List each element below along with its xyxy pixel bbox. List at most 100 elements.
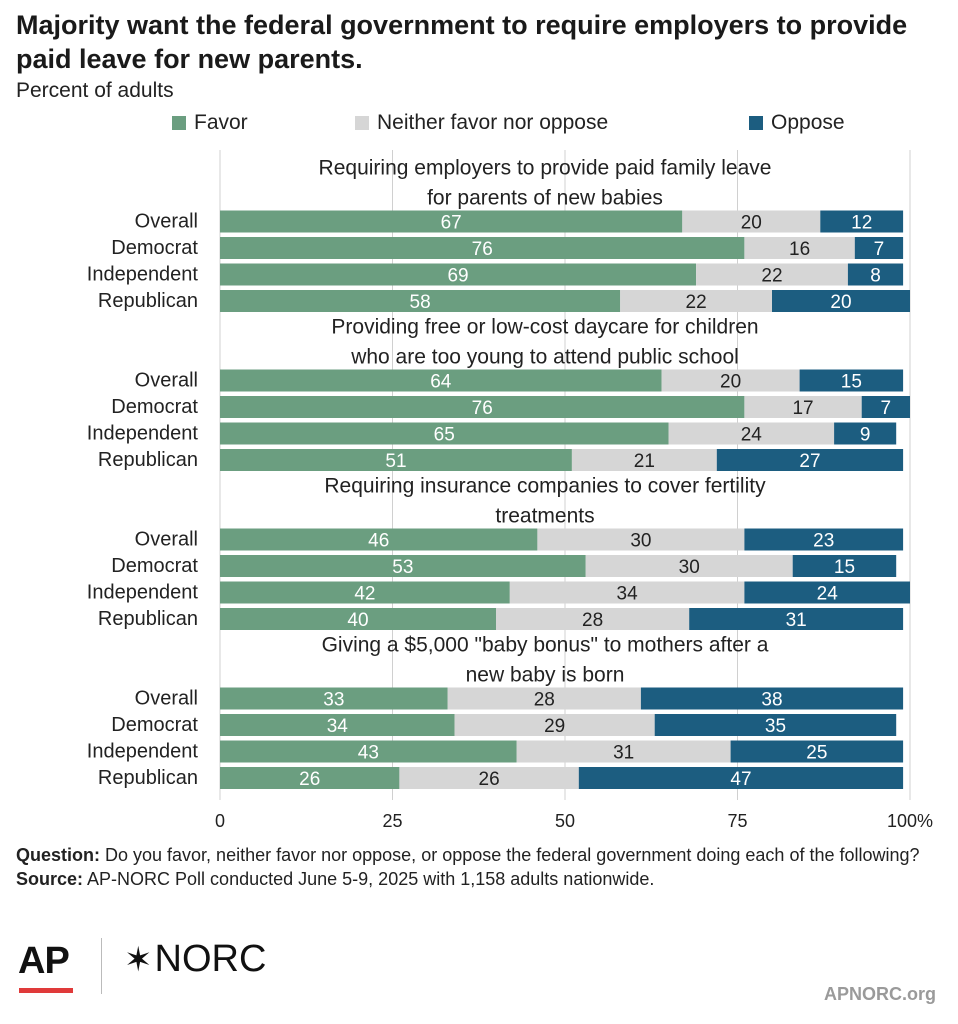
bar-segment — [220, 290, 621, 312]
data-label: 22 — [761, 266, 782, 287]
bar-segment — [399, 767, 579, 789]
bar-segment — [792, 555, 897, 577]
bar-segment — [696, 263, 848, 286]
data-label: 34 — [617, 584, 639, 605]
data-label: 7 — [881, 398, 892, 419]
x-tick-label: 50 — [555, 811, 575, 831]
data-label: 12 — [851, 213, 872, 234]
bar-segment — [847, 263, 904, 286]
data-label: 15 — [834, 557, 855, 578]
group-title: for parents of new babies — [427, 187, 663, 210]
question-note: Question: Do you favor, neither favor no… — [16, 843, 936, 867]
row-label: Republican — [98, 290, 198, 312]
row-label: Independent — [87, 423, 199, 445]
row-label: Democrat — [111, 714, 198, 736]
bar-segment — [682, 210, 821, 233]
bar-segment — [220, 555, 586, 577]
legend-label-favor: Favor — [194, 111, 248, 134]
x-tick-label: 0 — [215, 811, 225, 831]
data-label: 20 — [830, 292, 851, 313]
data-label: 16 — [789, 239, 810, 260]
bar-segment — [220, 687, 448, 710]
data-label: 40 — [347, 610, 368, 631]
logo-bar: AP ✶ NORC APNORC.org — [16, 936, 946, 1016]
row-label: Democrat — [111, 396, 198, 418]
bar-segment — [744, 396, 862, 418]
data-label: 30 — [679, 557, 700, 578]
group-title: Requiring employers to provide paid fami… — [319, 157, 772, 180]
bar-segment — [834, 422, 897, 445]
row-label: Overall — [135, 211, 198, 233]
data-label: 53 — [392, 557, 413, 578]
bar-segment — [220, 528, 538, 551]
data-label: 31 — [786, 610, 807, 631]
row-label: Independent — [87, 741, 199, 763]
question-label: Question: — [16, 845, 100, 865]
data-label: 65 — [434, 425, 455, 446]
source-note: Source: AP-NORC Poll conducted June 5-9,… — [16, 867, 936, 891]
bar-segment — [220, 714, 455, 736]
data-label: 64 — [430, 372, 452, 393]
group-title: new baby is born — [466, 664, 625, 687]
norc-logo: ✶ NORC — [124, 938, 266, 981]
bar-segment — [640, 687, 904, 710]
bar-segment — [744, 581, 910, 604]
data-label: 42 — [354, 584, 375, 605]
bar-segment — [661, 369, 800, 392]
logo-divider — [101, 938, 102, 994]
data-label: 34 — [327, 716, 349, 737]
data-label: 15 — [841, 372, 862, 393]
data-label: 51 — [385, 451, 406, 472]
bar-segment — [861, 396, 910, 418]
data-label: 76 — [472, 398, 493, 419]
question-text: Do you favor, neither favor nor oppose, … — [100, 845, 920, 865]
group-title: Requiring insurance companies to cover f… — [324, 475, 766, 498]
data-label: 26 — [299, 769, 320, 790]
site-url: APNORC.org — [824, 984, 936, 1004]
chart-subtitle: Percent of adults — [16, 79, 174, 102]
legend-item-oppose: Oppose — [749, 111, 845, 135]
bar-segment — [220, 581, 510, 604]
bar-segment — [585, 555, 793, 577]
legend-item-favor: Favor — [172, 111, 248, 135]
bar-segment — [716, 449, 904, 471]
bar-segment — [537, 528, 745, 551]
data-label: 23 — [813, 531, 834, 552]
bar-segment — [772, 290, 910, 312]
data-label: 24 — [741, 425, 763, 446]
row-label: Independent — [87, 264, 199, 286]
legend-label-oppose: Oppose — [771, 111, 845, 134]
row-label: Independent — [87, 582, 199, 604]
legend-swatch-favor — [172, 116, 186, 130]
data-label: 26 — [479, 769, 500, 790]
chart-title: Majority want the federal government to … — [16, 10, 908, 74]
data-label: 69 — [447, 266, 468, 287]
x-tick-label: 75 — [727, 811, 747, 831]
legend: Favor Neither favor nor oppose Oppose — [0, 111, 958, 139]
data-label: 28 — [534, 690, 555, 711]
source-label: Source: — [16, 869, 84, 889]
data-label: 30 — [630, 531, 651, 552]
group-title: treatments — [495, 505, 594, 528]
bar-segment — [689, 608, 904, 630]
bar-segment — [220, 210, 683, 233]
footnote: Question: Do you favor, neither favor no… — [16, 843, 936, 891]
bar-segment — [799, 369, 904, 392]
bar-segment — [744, 528, 904, 551]
bar-segment — [578, 767, 904, 789]
bar-segment — [447, 687, 641, 710]
legend-label-neither: Neither favor nor oppose — [377, 111, 609, 134]
data-label: 24 — [817, 584, 839, 605]
bar-segment — [730, 740, 904, 763]
bar-segment — [516, 740, 731, 763]
row-label: Democrat — [111, 555, 198, 577]
row-label: Overall — [135, 370, 198, 392]
data-label: 9 — [860, 425, 871, 446]
bar-segment — [854, 237, 904, 259]
data-label: 7 — [874, 239, 885, 260]
data-label: 38 — [761, 690, 782, 711]
data-label: 46 — [368, 531, 389, 552]
bar-segment — [220, 422, 669, 445]
data-label: 21 — [634, 451, 655, 472]
data-label: 43 — [358, 743, 379, 764]
